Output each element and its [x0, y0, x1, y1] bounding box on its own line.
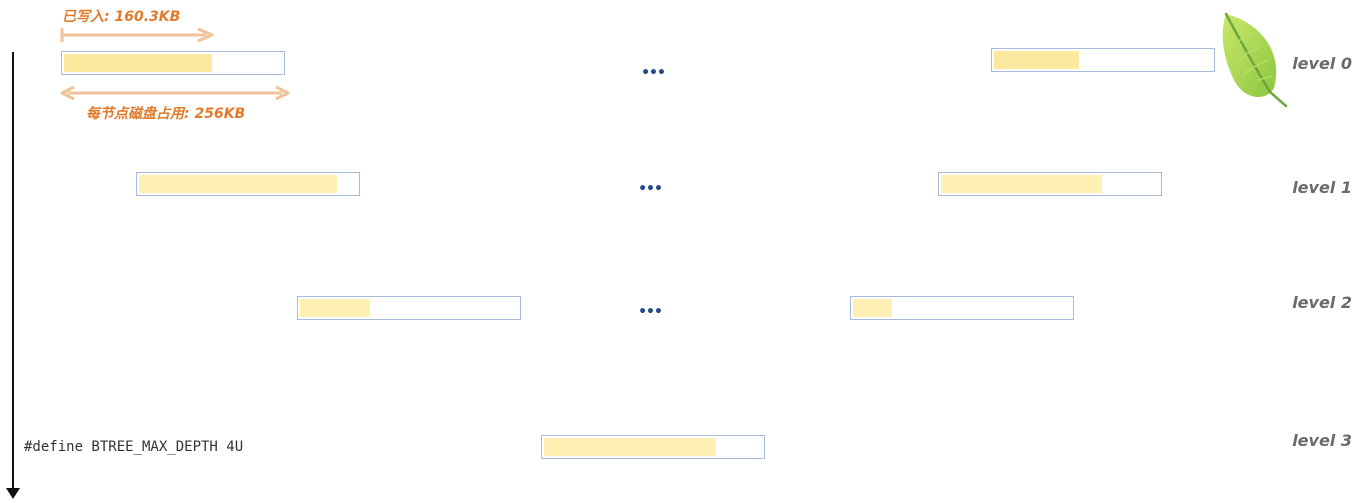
- depth-axis: [12, 52, 14, 494]
- node-size-arrow: [60, 85, 290, 101]
- depth-axis-arrowhead: [6, 488, 20, 499]
- btree-node-l3-root: [541, 435, 765, 459]
- ellipsis: •••: [638, 181, 663, 197]
- node-size-label: 每节点磁盘占用: 256KB: [86, 106, 246, 122]
- btree-node-l2-first: [297, 296, 521, 320]
- node-fill: [139, 175, 338, 193]
- node-fill: [994, 51, 1080, 69]
- level-label: level 3: [1292, 431, 1352, 450]
- btree-node-l2-last: [850, 296, 1074, 320]
- node-fill: [941, 175, 1103, 193]
- written-size-arrow: [60, 27, 214, 43]
- node-fill: [300, 299, 370, 317]
- btree-node-l1-first: [136, 172, 360, 196]
- written-size-label: 已写入: 160.3KB: [62, 9, 181, 25]
- btree-node-l0-last: [991, 48, 1215, 72]
- level-label: level 0: [1292, 54, 1352, 73]
- btree-node-l0-first: [61, 51, 285, 75]
- leaf-icon: [1222, 12, 1288, 108]
- node-fill: [853, 299, 893, 317]
- node-fill: [64, 54, 213, 72]
- level-label: level 1: [1292, 178, 1352, 197]
- level-label: level 2: [1292, 293, 1352, 312]
- node-fill: [544, 438, 717, 456]
- ellipsis: •••: [641, 65, 666, 81]
- code-define-max-depth: #define BTREE_MAX_DEPTH 4U: [24, 439, 244, 455]
- ellipsis: •••: [638, 304, 663, 320]
- btree-node-l1-last: [938, 172, 1162, 196]
